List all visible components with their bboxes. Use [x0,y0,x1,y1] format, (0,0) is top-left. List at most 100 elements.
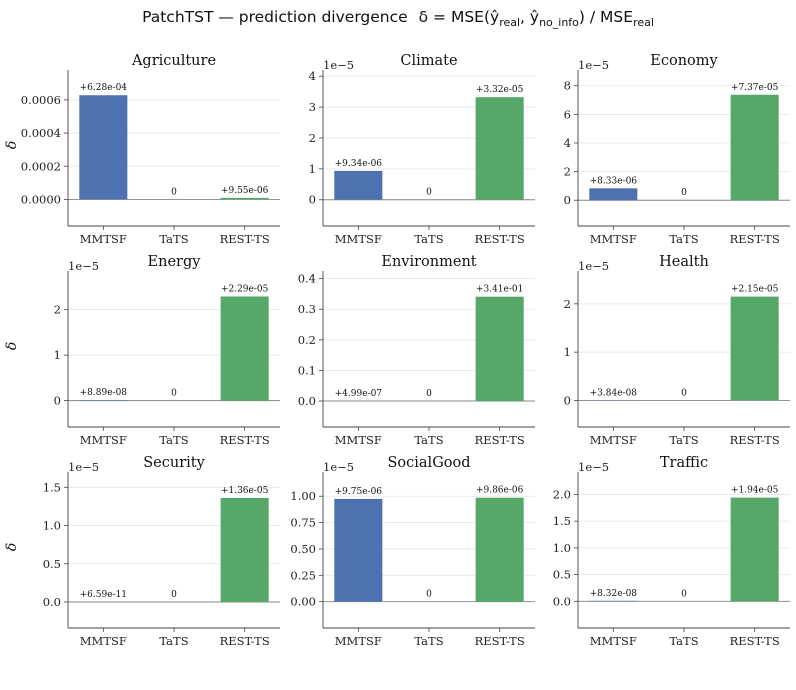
x-tick-label: REST-TS [475,232,525,246]
bar-value-label: +3.41e-01 [476,285,523,295]
axis-offset-text: 1e−5 [578,460,609,474]
y-tick-label: 2 [309,131,316,145]
y-tick-label: 0 [54,394,61,408]
y-tick-label: 0.75 [290,516,316,530]
y-tick-label: 1.0 [43,519,61,533]
bar-rest-ts [730,497,779,602]
bar-mmtsf [334,498,383,602]
x-tick-label: TaTS [159,634,188,648]
panel-title: Security [143,455,205,471]
x-tick-label: REST-TS [475,433,525,447]
y-tick-label: 1.00 [290,489,316,503]
bar-mmtsf [79,95,128,200]
bar-value-label: +1.94e-05 [731,486,779,496]
bar-rest-ts [475,97,524,200]
bar-value-label: +8.32e-08 [590,589,638,599]
y-tick-label: 0 [564,193,571,207]
bar-value-label: +2.29e-05 [221,284,269,294]
x-tick-label: MMTSF [80,232,127,246]
panel-environment: 0.0 0.1 0.2 0.3 0.4 +4.99e-07 MMTSF 0 TaTS +3.41e… [298,254,535,447]
bar-value-label: +4.99e-07 [335,389,383,399]
y-tick-label: 2.0 [553,487,571,501]
bar-value-label: 0 [681,388,687,398]
x-tick-label: REST-TS [730,634,780,648]
x-tick-label: REST-TS [730,232,780,246]
title-prefix: PatchTST — prediction divergence [142,8,408,26]
x-tick-label: MMTSF [80,634,127,648]
panel-title: Health [659,254,709,270]
axis-offset-text: 1e−5 [323,460,354,474]
bar-value-label: +9.75e-06 [335,487,383,497]
x-tick-label: REST-TS [220,232,270,246]
bar-value-label: 0 [171,389,177,399]
y-tick-label: 1 [54,348,61,362]
x-tick-label: MMTSF [590,433,637,447]
bar-value-label: +6.28e-04 [80,83,128,93]
y-tick-label: 3 [309,100,316,114]
y-tick-label: 4 [564,136,571,150]
bar-value-label: +1.36e-05 [221,486,269,496]
bar-value-label: +9.86e-06 [476,486,524,496]
y-tick-label: 0.3 [298,302,316,316]
bar-value-label: 0 [681,188,687,198]
panel-title: SocialGood [387,455,470,471]
bar-rest-ts [730,94,779,201]
bar-mmtsf [334,170,383,200]
y-tick-label: 0.0000 [21,192,61,206]
panel-economy: 0 2 4 6 8 +8.33e-06 MMTSF 0 TaTS +7.37e-05 REST-TS… [564,53,790,246]
x-tick-label: MMTSF [590,232,637,246]
panel-security: 0.0 0.5 1.0 1.5 +6.59e-11 MMTSF 0 TaTS +1.36e-05… [4,455,280,648]
bar-rest-ts [730,296,779,401]
panel-traffic: 0.0 0.5 1.0 1.5 2.0 +8.32e-08 MMTSF 0 TaTS +1.94e… [553,455,790,648]
x-tick-label: TaTS [669,433,698,447]
figure-title: PatchTST — prediction divergence δ = MSE… [142,8,654,29]
y-tick-label: 2 [564,165,571,179]
y-tick-label: 0.5 [43,557,61,571]
x-tick-label: MMTSF [590,634,637,648]
x-tick-label: TaTS [414,634,443,648]
bar-rest-ts [475,296,524,401]
axis-offset-text: 1e−5 [68,460,99,474]
y-tick-label: 0.25 [290,568,316,582]
panel-title: Economy [650,53,718,69]
bar-value-label: +2.15e-05 [731,285,779,295]
axis-offset-text: 1e−5 [68,259,99,273]
title-sub-real-2: real [633,16,654,29]
x-tick-label: MMTSF [335,232,382,246]
x-tick-label: TaTS [159,232,188,246]
panel-agriculture: 0.0000 0.0002 0.0004 0.0006 +6.28e-04 MMTSF 0 T… [4,53,280,246]
bar-value-label: +7.37e-05 [731,83,779,93]
bar-value-label: 0 [426,389,432,399]
y-tick-label: 0.0006 [21,93,61,107]
x-tick-label: MMTSF [80,433,127,447]
y-tick-label: 0 [564,393,571,407]
bar-value-label: +9.34e-06 [335,159,383,169]
y-tick-label: 0.0 [43,595,61,609]
panel-climate: 0 1 2 3 4 +9.34e-06 MMTSF 0 TaTS +3.32e-05 REST-TS… [309,53,535,246]
title-formula: δ = MSE(ŷ [419,8,500,26]
y-tick-label: 0.0002 [21,159,61,173]
x-tick-label: TaTS [414,232,443,246]
title-sub-noinfo: no_info [539,16,579,29]
y-axis-label: δ [4,543,20,551]
axis-offset-text: 1e−5 [578,58,609,72]
bar-value-label: 0 [171,590,177,600]
panel-socialgood: 0.00 0.25 0.50 0.75 1.00 +9.75e-06 MMTSF 0 TaTS +… [290,455,535,648]
y-tick-label: 0.50 [290,542,316,556]
x-tick-label: REST-TS [220,634,270,648]
bar-rest-ts [220,498,269,602]
panel-health: 0 1 2 +3.84e-08 MMTSF 0 TaTS +2.15e-05 REST-TS He… [564,254,790,447]
y-tick-label: 0.0 [553,594,571,608]
y-tick-label: 0 [309,193,316,207]
panel-energy: 0 1 2 +8.89e-08 MMTSF 0 TaTS +2.29e-05 REST-TS En… [4,254,280,447]
y-tick-label: 1.5 [553,514,571,528]
bar-value-label: +8.89e-08 [80,388,128,398]
bar-value-label: +3.84e-08 [590,388,638,398]
bar-value-label: 0 [426,590,432,600]
y-tick-label: 1 [309,162,316,176]
axis-offset-text: 1e−5 [578,259,609,273]
x-tick-label: REST-TS [475,634,525,648]
y-tick-label: 6 [564,107,571,121]
y-tick-label: 2 [564,297,571,311]
